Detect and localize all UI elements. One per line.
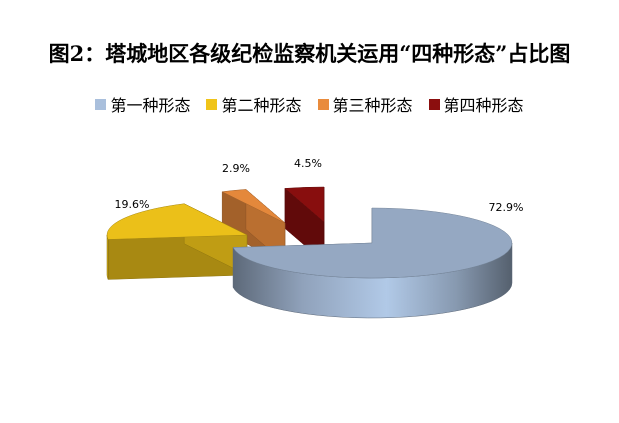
legend-label-1: 第一种形态	[110, 96, 191, 115]
chart-legend: 第一种形态 第二种形态 第三种形态 第四种形态	[0, 92, 619, 116]
chart-title: 图2：塔城地区各级纪检监察机关运用“四种形态”占比图	[48, 41, 571, 66]
data-label-1: 72.9%	[489, 201, 524, 214]
legend-label-3: 第三种形态	[332, 96, 413, 115]
legend-swatch-4	[428, 98, 440, 110]
legend-item-1: 第一种形态	[95, 92, 190, 116]
legend-swatch-1	[95, 98, 107, 110]
legend-label-2: 第二种形态	[221, 96, 302, 115]
legend-swatch-3	[317, 98, 329, 110]
slice-3-top	[221, 189, 286, 224]
slice-2-side-wall	[106, 234, 109, 280]
data-label-4: 4.5%	[294, 157, 322, 170]
legend-item-4: 第四种形态	[428, 92, 524, 116]
legend-item-3: 第三种形态	[317, 92, 413, 116]
slice-4-top	[284, 186, 325, 223]
pie-slice-2	[106, 203, 248, 280]
slice-2-top	[106, 203, 248, 240]
pie-slice-3	[221, 188, 286, 264]
pie-slice-1	[232, 207, 513, 319]
legend-swatch-2	[206, 98, 218, 110]
data-label-2: 19.6%	[115, 198, 150, 211]
data-label-3: 2.9%	[222, 162, 250, 175]
legend-label-4: 第四种形态	[443, 96, 524, 115]
legend-item-2: 第二种形态	[206, 92, 302, 116]
slice-1-top	[232, 207, 513, 279]
